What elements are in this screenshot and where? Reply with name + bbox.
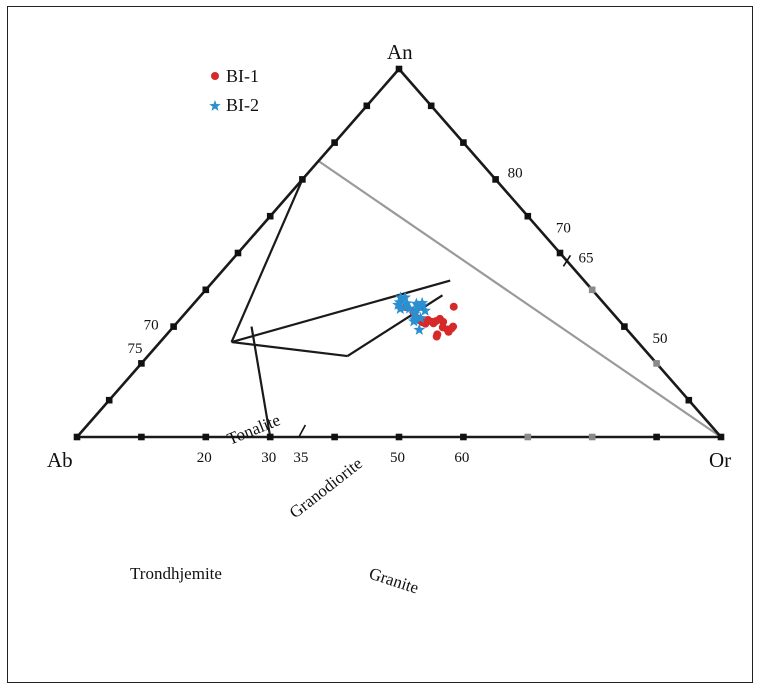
right-edge-tick-label: 50 [653,331,668,347]
base-tick-label: 30 [261,450,276,466]
bi2-point [413,323,426,335]
bi1-point [435,314,444,323]
legend-label-bi-2: BI-2 [226,95,259,115]
base-tick-marker [266,433,274,441]
base-tick-label: 50 [390,450,405,466]
bi2-point [416,299,429,311]
vertex-label-an: An [387,40,413,64]
base-slash-tick [298,424,307,437]
legend-marker-bi-2 [209,100,221,111]
right-edge-tick-label: 65 [578,250,593,266]
bi2-point [392,298,404,310]
vertex-marker [395,65,403,73]
base-tick-marker [460,433,467,441]
bi1-point [432,332,441,341]
bi1-point [429,319,438,328]
right-edge-tick-marker [427,102,435,110]
vertex-label-or: Or [709,448,731,472]
bi2-point [410,297,423,309]
base-tick-label: 20 [197,450,212,466]
bi1-point [449,322,458,331]
bi2-point [399,291,412,303]
boundary-tonalite-granodiorite [231,279,451,344]
left-edge-tick-label: 70 [144,318,159,334]
right-edge-tick-label: 80 [508,165,523,181]
base-tick-marker [202,433,210,441]
left-edge-tick-marker [105,396,113,404]
boundary-granite-threshold [317,160,722,438]
field-label-trondhjemite: Trondhjemite [130,564,222,583]
right-edge-tick-marker [685,396,693,404]
base-tick-marker [138,433,145,441]
boundary-granodiorite-granite [346,294,444,357]
left-edge-tick-marker [266,212,274,220]
base-tick-label: 60 [454,450,469,466]
left-edge-tick-marker [170,323,177,330]
bi2-point [393,296,406,308]
base-tick-label: 35 [293,450,308,466]
vertex-marker [717,433,725,441]
left-edge-tick-marker [202,286,210,294]
bi1-point [444,327,453,336]
field-label-granite: Granite [367,564,421,598]
bi2-point [419,304,431,316]
legend-label-bi-1: BI-1 [226,66,259,86]
vertex-marker [73,433,81,441]
bi2-point [394,291,407,303]
left-edge-tick-marker [234,249,242,257]
right-edge-tick-marker [492,176,499,183]
bi2-point [408,307,421,320]
bi2-point [408,313,421,325]
base-tick-marker [588,433,596,441]
right-edge-tick-marker [460,139,467,146]
boundary-granodiorite-base [231,340,348,358]
left-edge-tick-marker [299,176,306,183]
left-edge-tick-label: 75 [128,341,143,357]
right-edge-tick-label: 70 [556,221,571,237]
right-edge-slash-tick [562,254,572,267]
right-edge-tick-marker [621,323,628,330]
field-label-tonalite: Tonalite [224,410,283,448]
legend-marker-bi-1 [211,72,219,80]
boundary-tonalite-trondhjemite [230,178,304,343]
right-edge-tick-marker [524,212,532,220]
right-edge-tick-marker [588,286,596,294]
bi2-point [414,311,427,324]
right-edge-tick-marker [556,249,564,257]
bi1-point [449,302,458,311]
bi2-point [400,297,413,309]
bi2-point [394,302,407,314]
chart-frame: An Ab Or 20 30 35 50 60 80 70 65 50 70 75 Tonalite Gran… [7,6,753,683]
bi2-point [403,302,416,314]
triangle-outline [74,67,724,439]
left-edge-tick-marker [138,360,145,367]
base-tick-marker [395,433,403,441]
base-tick-marker [524,433,532,441]
left-edge-tick-marker [363,102,371,110]
right-edge-tick-marker [653,360,660,367]
left-edge-tick-marker [331,139,338,146]
base-tick-marker [653,433,660,441]
base-tick-marker [331,433,338,441]
vertex-label-ab: Ab [47,448,73,472]
